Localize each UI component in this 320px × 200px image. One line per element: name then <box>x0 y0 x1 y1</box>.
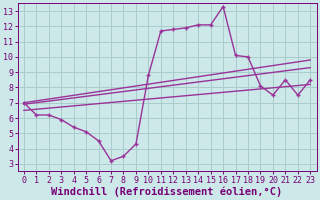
X-axis label: Windchill (Refroidissement éolien,°C): Windchill (Refroidissement éolien,°C) <box>52 186 283 197</box>
